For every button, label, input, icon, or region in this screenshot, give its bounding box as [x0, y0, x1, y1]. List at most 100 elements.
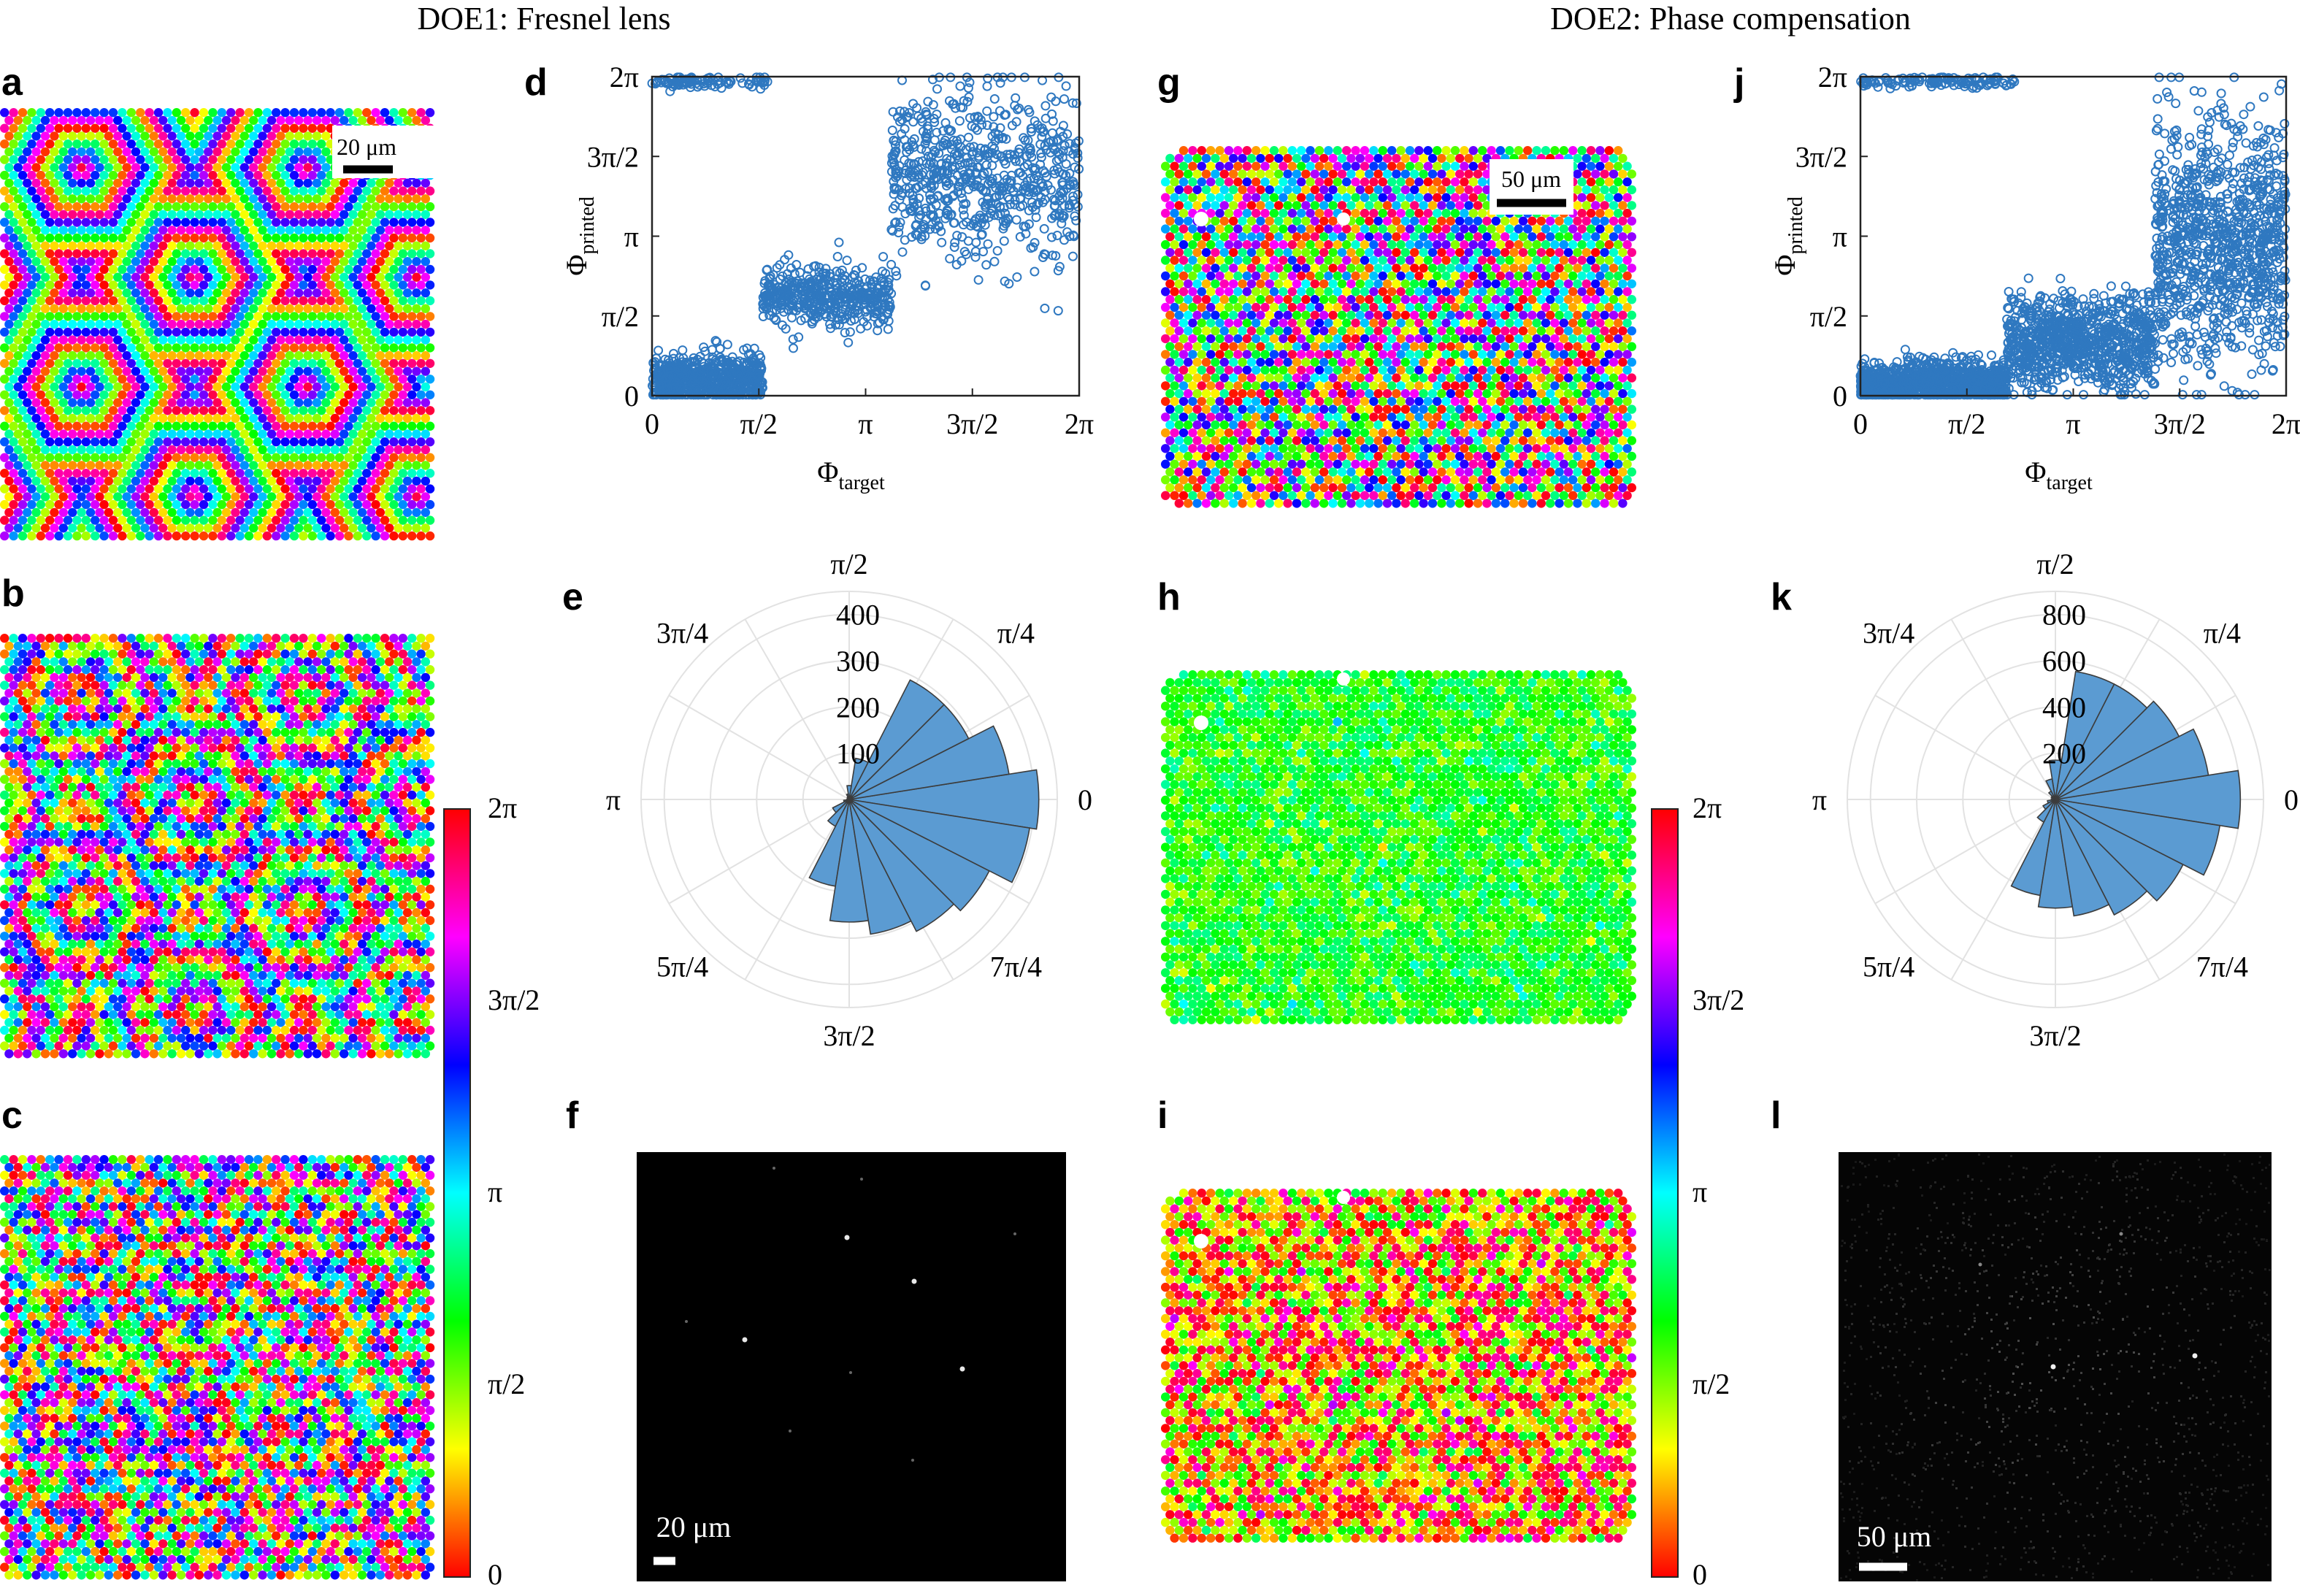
phase-pixel	[136, 218, 145, 227]
phase-pixel	[299, 170, 308, 180]
phase-pixel	[425, 696, 435, 706]
phase-pixel	[425, 884, 435, 894]
phase-pixel	[212, 892, 222, 902]
phase-pixel	[54, 634, 64, 643]
phase-pixel	[326, 790, 335, 800]
phase-pixel	[176, 335, 186, 345]
phase-pixel	[280, 421, 290, 431]
phase-pixel	[212, 210, 222, 219]
phase-pixel	[95, 955, 104, 964]
phase-pixel	[18, 696, 28, 706]
phase-pixel	[344, 727, 353, 737]
phase-pixel	[158, 194, 168, 204]
phase-pixel	[99, 1010, 109, 1019]
phase-pixel	[226, 806, 236, 816]
phase-pixel	[23, 924, 32, 933]
phase-pixel	[40, 272, 50, 282]
phase-pixel	[126, 170, 136, 180]
phase-pixel	[104, 688, 113, 698]
phase-pixel	[158, 986, 168, 996]
phase-pixel	[149, 523, 158, 533]
phase-pixel	[407, 186, 417, 196]
phase-pixel	[199, 327, 209, 337]
phase-pixel	[158, 115, 168, 126]
phase-pixel	[13, 641, 23, 651]
phase-pixel	[63, 515, 73, 525]
phase-pixel	[113, 429, 123, 439]
phase-pixel	[176, 194, 186, 204]
phase-pixel	[289, 499, 299, 510]
phase-pixel	[321, 751, 331, 761]
phase-pixel	[362, 712, 372, 721]
phase-pixel	[172, 963, 181, 972]
phase-pixel	[158, 429, 168, 439]
phase-pixel	[416, 218, 426, 227]
phase-pixel	[45, 900, 55, 910]
phase-pixel	[357, 241, 367, 250]
phase-pixel	[317, 869, 326, 878]
phase-pixel	[394, 288, 403, 298]
phase-pixel	[212, 241, 222, 250]
phase-pixel	[235, 421, 245, 431]
phase-pixel	[45, 375, 55, 384]
phase-pixel	[326, 963, 335, 972]
phase-pixel	[77, 288, 86, 298]
phase-pixel	[231, 908, 240, 918]
phase-pixel	[126, 947, 136, 956]
phase-pixel	[285, 955, 294, 964]
phase-pixel	[239, 798, 249, 807]
phase-pixel	[326, 499, 335, 510]
phase-pixel	[394, 939, 403, 949]
phase-pixel	[217, 421, 226, 431]
phase-pixel	[9, 280, 18, 290]
phase-pixel	[81, 327, 91, 337]
phase-pixel	[104, 720, 113, 729]
phase-pixel	[285, 829, 294, 839]
phase-pixel	[194, 970, 204, 981]
phase-pixel	[113, 735, 123, 745]
phase-pixel	[217, 806, 226, 816]
phase-pixel	[367, 908, 376, 918]
phase-pixel	[85, 783, 96, 792]
phase-pixel	[330, 939, 340, 949]
phase-pixel	[294, 131, 304, 141]
phase-pixel	[362, 484, 372, 494]
phase-pixel	[321, 720, 331, 729]
phase-pixel	[68, 720, 77, 729]
phase-pixel	[357, 367, 367, 376]
phase-pixel	[326, 264, 335, 275]
phase-pixel	[231, 751, 240, 761]
phase-pixel	[280, 312, 290, 321]
phase-pixel	[122, 163, 131, 172]
phase-pixel	[149, 970, 158, 981]
phase-pixel	[231, 398, 240, 407]
phase-pixel	[258, 461, 267, 470]
phase-pixel	[312, 163, 322, 172]
phase-pixel	[253, 994, 263, 1004]
phase-pixel	[13, 720, 23, 729]
phase-pixel	[317, 233, 326, 243]
phase-pixel	[380, 343, 390, 353]
phase-pixel	[149, 986, 158, 996]
phase-pixel	[239, 720, 249, 729]
phase-pixel	[58, 147, 69, 157]
phase-pixel	[145, 680, 154, 690]
phase-pixel	[244, 680, 254, 690]
phase-pixel	[330, 845, 340, 855]
phase-pixel	[344, 806, 353, 816]
phase-pixel	[362, 280, 372, 290]
phase-pixel	[181, 437, 191, 447]
panel-label-a: a	[1, 61, 23, 104]
phase-pixel	[158, 845, 168, 855]
phase-pixel	[77, 492, 86, 502]
phase-pixel	[362, 469, 372, 478]
phase-pixel	[118, 108, 127, 118]
phase-pixel	[312, 735, 322, 745]
phase-pixel	[31, 829, 41, 839]
phase-pixel	[36, 186, 45, 196]
phase-pixel	[36, 743, 45, 753]
phase-pixel	[421, 241, 430, 250]
phase-pixel	[239, 476, 249, 486]
phase-pixel	[194, 398, 204, 407]
phase-pixel	[163, 775, 172, 784]
